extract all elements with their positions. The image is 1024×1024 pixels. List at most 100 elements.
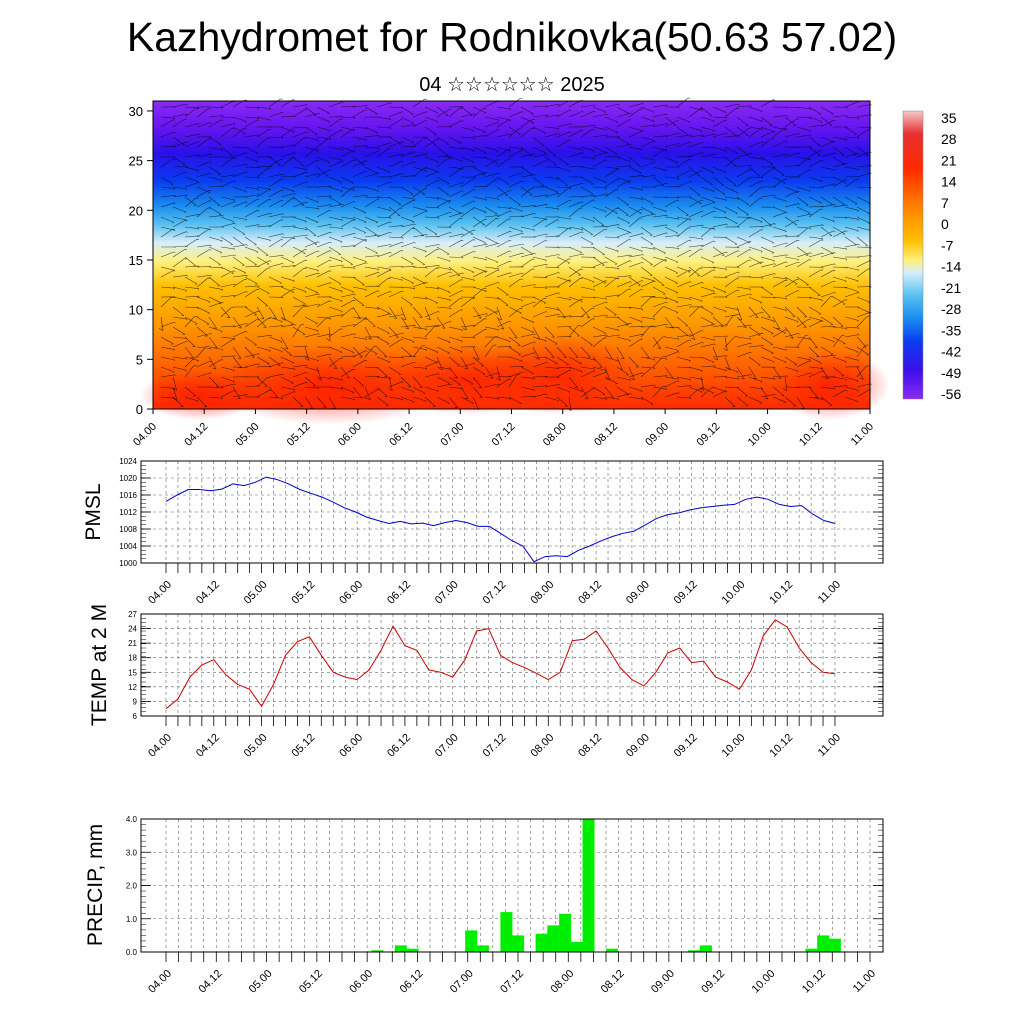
pmsl-axis-label: PMSL xyxy=(82,483,105,540)
heatmap-x-tick-label: 07.00 xyxy=(438,421,466,449)
precipitation-y-tick-label: 3.0 xyxy=(126,848,138,857)
precipitation-bar xyxy=(535,933,548,952)
wind-barbs xyxy=(158,97,872,412)
pmsl-x-tick-label: 05.12 xyxy=(290,579,318,607)
pmsl-x-tick-label: 07.12 xyxy=(481,579,509,607)
colorbar: 35 28 21 14 7 0 -7 -14 -21 -28 -35 -42 -49 -56 xyxy=(902,110,961,402)
precipitation-bar xyxy=(688,950,701,952)
colorbar-label: 0 xyxy=(941,216,949,232)
precipitation-axis-label: PRECIP, mm xyxy=(84,824,107,946)
precipitation-bar xyxy=(828,938,841,952)
colorbar-label: -42 xyxy=(941,344,961,360)
pmsl-y-tick-label: 1016 xyxy=(119,491,137,500)
pmsl-x-tick-label: 08.00 xyxy=(528,579,556,607)
temperature-x-tick-label: 07.12 xyxy=(481,732,509,760)
pmsl-x-axis: 04.00 04.12 05.00 05.12 06.00 06.12 07.00 07.12… xyxy=(146,563,843,607)
heatmap-y-tick-label: 25 xyxy=(129,154,143,169)
heatmap-x-axis: 04.00 04.12 05.00 05.12 06.00 06.12 07.00 07.12… xyxy=(131,409,876,449)
precipitation-bar xyxy=(805,948,818,952)
colorbar-label: -7 xyxy=(941,237,954,253)
temperature-grid xyxy=(141,614,883,716)
precipitation-bar xyxy=(606,948,618,952)
temperature-x-tick-label: 10.00 xyxy=(720,732,748,760)
precipitation-bar xyxy=(570,942,583,952)
precipitation-y-tick-label: 2.0 xyxy=(126,882,138,891)
precipitation-x-tick-label: 09.12 xyxy=(699,968,727,996)
temperature-x-tick-label: 09.00 xyxy=(624,732,652,760)
pmsl-x-tick-label: 10.12 xyxy=(767,579,795,607)
precipitation-y-tick-label: 4.0 xyxy=(126,815,138,824)
temperature-frame xyxy=(140,613,884,717)
precipitation-y-axis: 0.0 1.0 2.0 3.0 4.0 xyxy=(126,815,883,957)
pmsl-x-tick-label: 09.12 xyxy=(672,579,700,607)
pmsl-x-tick-label: 04.12 xyxy=(194,579,222,607)
colorbar-labels: 35 28 21 14 7 0 -7 -14 -21 -28 -35 -42 -49 -56 xyxy=(941,110,961,402)
precipitation-x-axis: 04.00 04.12 05.00 05.12 06.00 06.12 07.00 07.12… xyxy=(146,952,878,996)
pmsl-x-tick-label: 05.00 xyxy=(242,579,270,607)
pmsl-x-tick-label: 04.00 xyxy=(146,579,174,607)
heatmap-x-tick-label: 08.12 xyxy=(592,421,620,449)
temperature-y-tick-label: 21 xyxy=(128,639,137,648)
precipitation-x-tick-label: 04.12 xyxy=(196,968,224,996)
colorbar-label: -56 xyxy=(941,386,961,402)
precipitation-x-tick-label: 05.12 xyxy=(297,968,325,996)
precipitation-bar xyxy=(699,945,712,952)
page-title: Kazhydromet for Rodnikovka(50.63 57.02) xyxy=(126,14,898,60)
temperature-x-tick-label: 06.00 xyxy=(337,732,365,760)
precipitation-x-tick-label: 10.00 xyxy=(750,968,778,996)
precipitation-y-tick-label: 0.0 xyxy=(126,948,138,957)
precipitation-bar xyxy=(500,912,513,952)
pmsl-grid xyxy=(141,461,883,563)
precipitation-x-tick-label: 05.00 xyxy=(247,968,275,996)
precipitation-bars xyxy=(371,819,841,952)
temperature-y-tick-label: 12 xyxy=(128,683,137,692)
pmsl-x-tick-label: 09.00 xyxy=(624,579,652,607)
heatmap-x-tick-label: 08.00 xyxy=(541,421,569,449)
precipitation-x-tick-label: 07.00 xyxy=(448,968,476,996)
heatmap-x-tick-label: 05.12 xyxy=(285,421,313,449)
heatmap-warm-spot xyxy=(140,370,260,420)
precipitation-bar xyxy=(406,948,419,952)
colorbar-label: 21 xyxy=(941,152,957,168)
temperature-x-tick-label: 04.00 xyxy=(146,732,174,760)
precipitation-bar xyxy=(559,913,572,952)
temperature-y-axis: 6 9 12 15 18 21 24 27 xyxy=(128,610,883,721)
precipitation-x-tick-label: 11.00 xyxy=(851,968,878,995)
pmsl-y-tick-label: 1024 xyxy=(119,457,137,466)
temperature-x-tick-label: 09.12 xyxy=(672,732,700,760)
temperature-y-tick-label: 24 xyxy=(128,625,137,634)
colorbar-ramp xyxy=(902,110,924,400)
heatmap-y-tick-label: 30 xyxy=(129,104,143,119)
colorbar-label: -21 xyxy=(941,280,961,296)
heatmap-y-tick-label: 10 xyxy=(129,303,143,318)
heatmap-x-tick-label: 06.12 xyxy=(387,421,415,449)
temperature-axis-label: TEMP at 2 M xyxy=(88,604,111,726)
pmsl-x-tick-label: 10.00 xyxy=(720,579,748,607)
temperature-series-line xyxy=(165,619,836,710)
precipitation-bar xyxy=(582,819,595,952)
temperature-x-tick-label: 11.00 xyxy=(816,732,843,759)
temperature-x-axis: 04.00 04.12 05.00 05.12 06.00 06.12 07.00 07.12… xyxy=(146,716,843,760)
temperature-x-tick-label: 08.00 xyxy=(528,732,556,760)
temperature-x-tick-label: 05.00 xyxy=(242,732,270,760)
precipitation-x-tick-label: 04.00 xyxy=(146,968,174,996)
precipitation-x-tick-label: 06.00 xyxy=(347,968,375,996)
temperature-x-tick-label: 10.12 xyxy=(767,732,795,760)
pmsl-series-line xyxy=(165,476,836,563)
temperature-y-tick-label: 15 xyxy=(128,668,137,677)
precipitation-bar xyxy=(547,925,560,952)
pmsl-y-tick-label: 1000 xyxy=(119,559,137,568)
pmsl-x-tick-label: 06.00 xyxy=(337,579,365,607)
temperature-x-tick-label: 07.00 xyxy=(433,732,461,760)
colorbar-label: 35 xyxy=(941,110,957,126)
pmsl-x-tick-label: 08.12 xyxy=(576,579,604,607)
precipitation-bar xyxy=(476,945,489,952)
heatmap-x-tick-label: 10.00 xyxy=(746,421,774,449)
heatmap-y-tick-label: 20 xyxy=(129,203,143,218)
precipitation-bar xyxy=(817,935,830,952)
heatmap-x-tick-label: 11.00 xyxy=(849,421,876,448)
pmsl-y-tick-label: 1008 xyxy=(119,525,137,534)
precipitation-x-tick-label: 08.00 xyxy=(548,968,576,996)
